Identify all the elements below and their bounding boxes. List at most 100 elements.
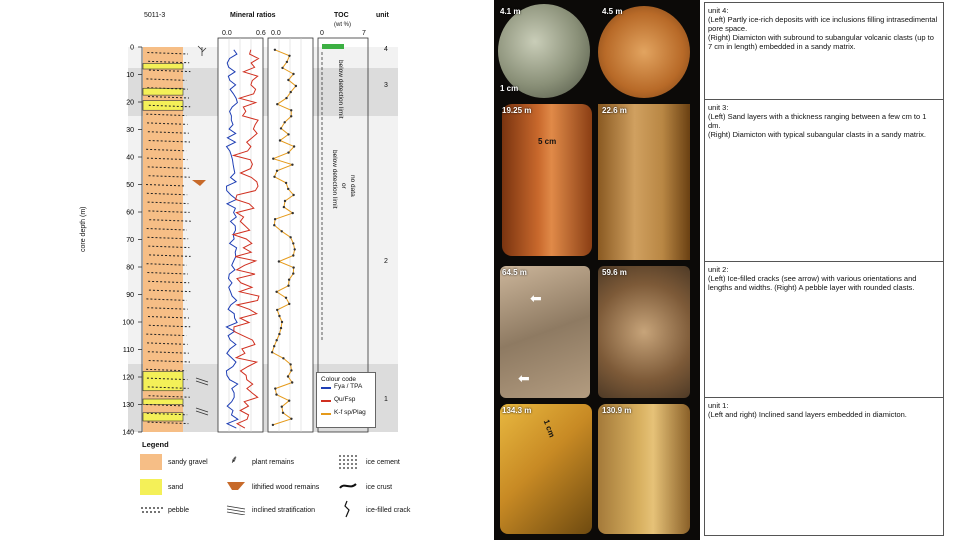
kfsp-plag-point: [290, 115, 293, 118]
toc-tick-7: 7: [362, 30, 366, 37]
core-description-unit1: unit 1: (Left and right) Inclined sand l…: [708, 401, 907, 419]
depth-tick-label: 130: [122, 402, 134, 409]
qu-fsp-line: [231, 49, 260, 429]
kfsp-plag-point: [288, 54, 291, 57]
pebble-mark: [147, 122, 188, 125]
kfsp-plag-point: [284, 181, 288, 185]
kfsp-plag-point: [279, 326, 283, 330]
legend-ice-cement-swatch: [338, 454, 358, 470]
depth-axis: 0 10 20 30 40 50 60 70 80 90 100 110 120 130 140: [122, 45, 143, 437]
kfsp-plag-point: [287, 133, 290, 136]
depth-tick-label: 30: [126, 127, 134, 134]
kfsp-plag-point: [292, 72, 295, 76]
kfsp-plag-point: [275, 339, 278, 342]
kfsp-plag-point: [286, 375, 290, 378]
pebble-mark: [148, 289, 191, 293]
kfsp-plag-point: [291, 211, 294, 215]
kfsp-plag-point: [280, 405, 283, 408]
pebble-mark: [146, 157, 188, 161]
kfsp-plag-point: [289, 236, 292, 239]
toc-tick-0: 0: [320, 30, 324, 37]
kfsp-plag-point: [273, 345, 276, 348]
depth-tick-label: 20: [126, 100, 134, 107]
unit-title: unit: [376, 12, 389, 19]
pebble-mark: [148, 360, 191, 363]
colour-code-box: Colour code Fya / TPA Qu/Fsp K-f sp/Plag: [316, 372, 376, 428]
toc-frame: [317, 37, 369, 433]
pebble-mark: [146, 148, 187, 152]
sand-layer: [142, 398, 184, 405]
ratio-tick-a0: 0.0: [222, 30, 232, 37]
kfsp-plag-point: [273, 175, 276, 178]
kfsp-plag-point: [285, 96, 288, 100]
pebble-mark: [146, 333, 187, 337]
core-photo-130-9: [598, 404, 690, 534]
kfsp-plag-point: [279, 127, 283, 130]
kfsp-plag-point: [276, 103, 279, 106]
unit-4-number: 4: [384, 46, 388, 53]
core-description-unit2: unit 2: (Left) Ice-filled cracks (see ar…: [708, 265, 917, 292]
kfsp-plag-point: [272, 157, 275, 160]
sand-layer: [142, 63, 184, 70]
pebble-mark: [147, 236, 189, 240]
pebble-mark: [149, 254, 191, 257]
kfsp-plag-point: [292, 266, 295, 269]
depth-axis-label: core depth (m): [80, 206, 87, 252]
depth-tick-label: 70: [126, 237, 134, 244]
pebble-mark: [146, 263, 187, 266]
legend-pebble-label: pebble: [168, 507, 190, 514]
pebble-mark: [147, 316, 190, 319]
kfsp-plag-point: [289, 363, 292, 366]
toc-note-middle-1: no data: [349, 175, 356, 197]
pebble-marks: [145, 52, 191, 425]
legend-sand-label: sand: [168, 484, 184, 491]
pebble-mark: [146, 192, 188, 196]
ratio-plot-a-frame: [217, 37, 264, 433]
pebble-mark: [148, 210, 190, 213]
kfsp-plag-point: [287, 284, 290, 287]
legend-crack-label: ice-filled crack: [366, 507, 411, 514]
plant-icon: ⸙: [230, 454, 239, 466]
core-scale-1: 1 cm: [500, 84, 519, 93]
pebble-mark: [147, 342, 188, 345]
depth-tick-label: 120: [122, 375, 134, 382]
unit-3-number: 3: [384, 82, 388, 89]
pebble-mark: [149, 219, 191, 222]
kfsp-plag-point: [280, 230, 283, 233]
pebble-mark: [148, 60, 190, 64]
kfsp-plag-point: [290, 109, 293, 112]
core-photo-4-1: [498, 4, 590, 98]
core-description-cell-unit2: unit 2: (Left) Ice-filled cracks (see ar…: [704, 262, 944, 398]
kfsp-plag-point: [275, 169, 279, 172]
inclined-stratification-marks: [195, 377, 209, 416]
kfsp-plag-point: [294, 84, 298, 88]
kfsp-plag-point: [273, 48, 277, 51]
pebble-mark: [146, 113, 187, 117]
core-photo-64-5: [500, 266, 590, 398]
depth-tick-label: 80: [126, 265, 134, 272]
pebble-mark: [148, 69, 191, 73]
depth-tick-label: 60: [126, 210, 134, 217]
kfsp-plag-point: [270, 351, 274, 354]
depth-tick-label: 90: [126, 292, 134, 299]
legend-stratification-label: inclined stratification: [252, 507, 316, 514]
toc-note-middle-2: or: [340, 183, 347, 189]
colour-code-label-3: K-f sp/Plag: [334, 409, 366, 416]
sandy-gravel-column: [143, 47, 183, 432]
pebble-mark: [148, 395, 190, 398]
pebble-mark: [145, 184, 187, 187]
pebble-mark: [148, 175, 190, 178]
plant-remains-mark: [197, 45, 207, 56]
kfsp-plag-point: [281, 411, 285, 414]
sand-layer: [142, 100, 184, 111]
sand-layer: [142, 87, 184, 96]
depth-tick-label: 0: [130, 45, 134, 52]
ratio-tick-a1: 0.6: [256, 30, 266, 37]
colour-code-swatch-orange: [321, 413, 331, 415]
kfsp-plag-point: [292, 254, 295, 257]
kfsp-plag-point: [280, 320, 284, 324]
colour-code-label-1: Fya / TPA: [334, 383, 363, 390]
core-depth-4-1: 4.1 m: [500, 7, 521, 16]
core-depth-130-9: 130.9 m: [602, 406, 632, 415]
kfsp-plag-point: [291, 163, 294, 166]
